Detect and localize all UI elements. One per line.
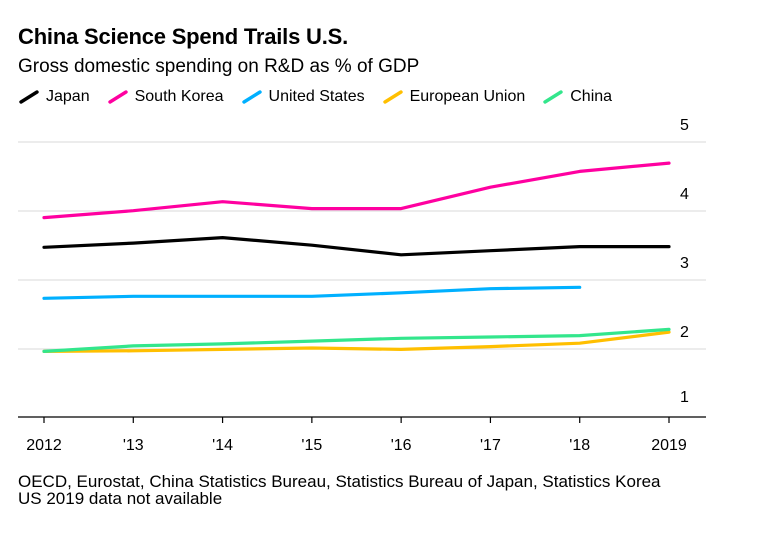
x-tick-label-2019: 2019 xyxy=(651,437,687,454)
series-line-united-states xyxy=(42,285,582,300)
chart-title: China Science Spend Trails U.S. xyxy=(18,24,349,49)
legend-item-united-states: United States xyxy=(241,88,365,106)
legend-label-united-states: United States xyxy=(268,88,365,105)
legend-label-european-union: European Union xyxy=(409,88,526,105)
y-tick-label-2: 2 xyxy=(680,324,689,341)
y-tick-label-3: 3 xyxy=(680,255,689,272)
y-tick-label-5: 5 xyxy=(680,117,689,134)
series-line-japan xyxy=(42,236,671,257)
chart-footnote: OECD, Eurostat, China Statistics Bureau,… xyxy=(18,473,718,507)
series-line-european-union xyxy=(42,330,671,353)
legend-swatch-china xyxy=(542,89,564,105)
legend-label-south-korea: South Korea xyxy=(134,88,224,105)
y-tick-label-1: 1 xyxy=(680,389,689,406)
data-availability-note: US 2019 data not available xyxy=(18,489,223,508)
x-tick-label-2015: '15 xyxy=(301,437,322,454)
x-tick-label-2014: '14 xyxy=(212,437,233,454)
source-note: OECD, Eurostat, China Statistics Bureau,… xyxy=(18,472,661,491)
legend-swatch-european-union xyxy=(382,89,404,105)
legend-swatch-united-states xyxy=(241,89,263,105)
legend-swatch-japan xyxy=(18,89,40,105)
legend-item-china: China xyxy=(542,88,612,106)
x-tick-label-2012: 2012 xyxy=(26,437,62,454)
y-tick-label-4: 4 xyxy=(680,186,689,203)
legend-item-japan: Japan xyxy=(18,88,90,106)
chart-subtitle: Gross domestic spending on R&D as % of G… xyxy=(18,56,420,77)
chart-legend: Japan South Korea United States European Un… xyxy=(18,88,629,106)
legend-label-japan: Japan xyxy=(46,88,90,105)
x-tick-label-2018: '18 xyxy=(569,437,590,454)
x-tick-label-2013: '13 xyxy=(123,437,144,454)
x-tick-label-2016: '16 xyxy=(391,437,412,454)
legend-item-south-korea: South Korea xyxy=(107,88,224,106)
series-line-south-korea xyxy=(42,161,671,220)
series-line-china xyxy=(42,327,671,353)
x-tick-label-2017: '17 xyxy=(480,437,501,454)
legend-label-china: China xyxy=(570,88,613,105)
legend-swatch-south-korea xyxy=(107,89,129,105)
legend-item-european-union: European Union xyxy=(382,88,526,106)
